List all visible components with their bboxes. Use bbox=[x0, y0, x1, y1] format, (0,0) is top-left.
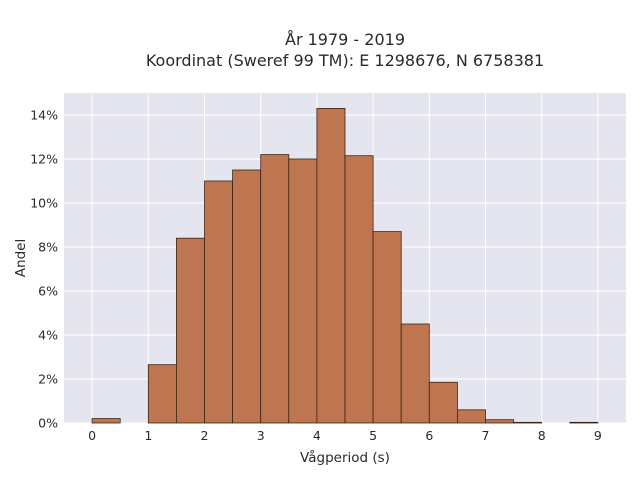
histogram-bar bbox=[428, 381, 458, 424]
histogram-bar bbox=[232, 169, 262, 424]
histogram-bar bbox=[288, 158, 318, 424]
x-tick-label: 0 bbox=[88, 428, 96, 443]
x-tick-label: 9 bbox=[594, 428, 602, 443]
y-tick-label: 0% bbox=[38, 416, 58, 431]
histogram-bar bbox=[344, 155, 374, 424]
histogram-bar bbox=[316, 108, 346, 424]
histogram-bar bbox=[91, 418, 121, 424]
histogram-bar bbox=[147, 364, 177, 424]
y-tick-label: 2% bbox=[38, 372, 58, 387]
x-tick-label: 1 bbox=[144, 428, 152, 443]
y-axis-label: Andel bbox=[13, 239, 29, 277]
histogram-bar bbox=[260, 154, 290, 424]
y-tick-label: 6% bbox=[38, 284, 58, 299]
x-tick-label: 4 bbox=[313, 428, 321, 443]
x-axis-label: Vågperiod (s) bbox=[300, 449, 390, 466]
y-tick-label: 14% bbox=[30, 108, 58, 123]
x-tick-label: 8 bbox=[538, 428, 546, 443]
y-tick-label: 10% bbox=[30, 196, 58, 211]
histogram-bar bbox=[569, 421, 599, 424]
chart-title-line-2: Koordinat (Sweref 99 TM): E 1298676, N 6… bbox=[146, 51, 544, 70]
histogram-bar bbox=[400, 323, 430, 424]
y-tick-label: 12% bbox=[30, 152, 58, 167]
histogram-bar bbox=[456, 409, 486, 424]
y-axis-ticks: 0% 2% 4% 6% 8% 10% 12% 14% bbox=[30, 108, 58, 431]
y-tick-label: 4% bbox=[38, 328, 58, 343]
y-tick-label: 8% bbox=[38, 240, 58, 255]
histogram-bar bbox=[485, 419, 515, 424]
x-tick-label: 6 bbox=[425, 428, 433, 443]
x-tick-label: 2 bbox=[201, 428, 209, 443]
x-tick-label: 5 bbox=[369, 428, 377, 443]
x-tick-label: 3 bbox=[257, 428, 265, 443]
x-axis-ticks: 0 1 2 3 4 5 6 7 8 9 bbox=[88, 428, 602, 443]
histogram-bar bbox=[513, 421, 543, 424]
histogram-bar bbox=[175, 237, 205, 424]
x-tick-label: 7 bbox=[482, 428, 490, 443]
histogram-bar bbox=[204, 180, 234, 424]
histogram-bar bbox=[372, 231, 402, 424]
chart-title-line-1: År 1979 - 2019 bbox=[285, 30, 405, 49]
bars bbox=[91, 108, 599, 424]
